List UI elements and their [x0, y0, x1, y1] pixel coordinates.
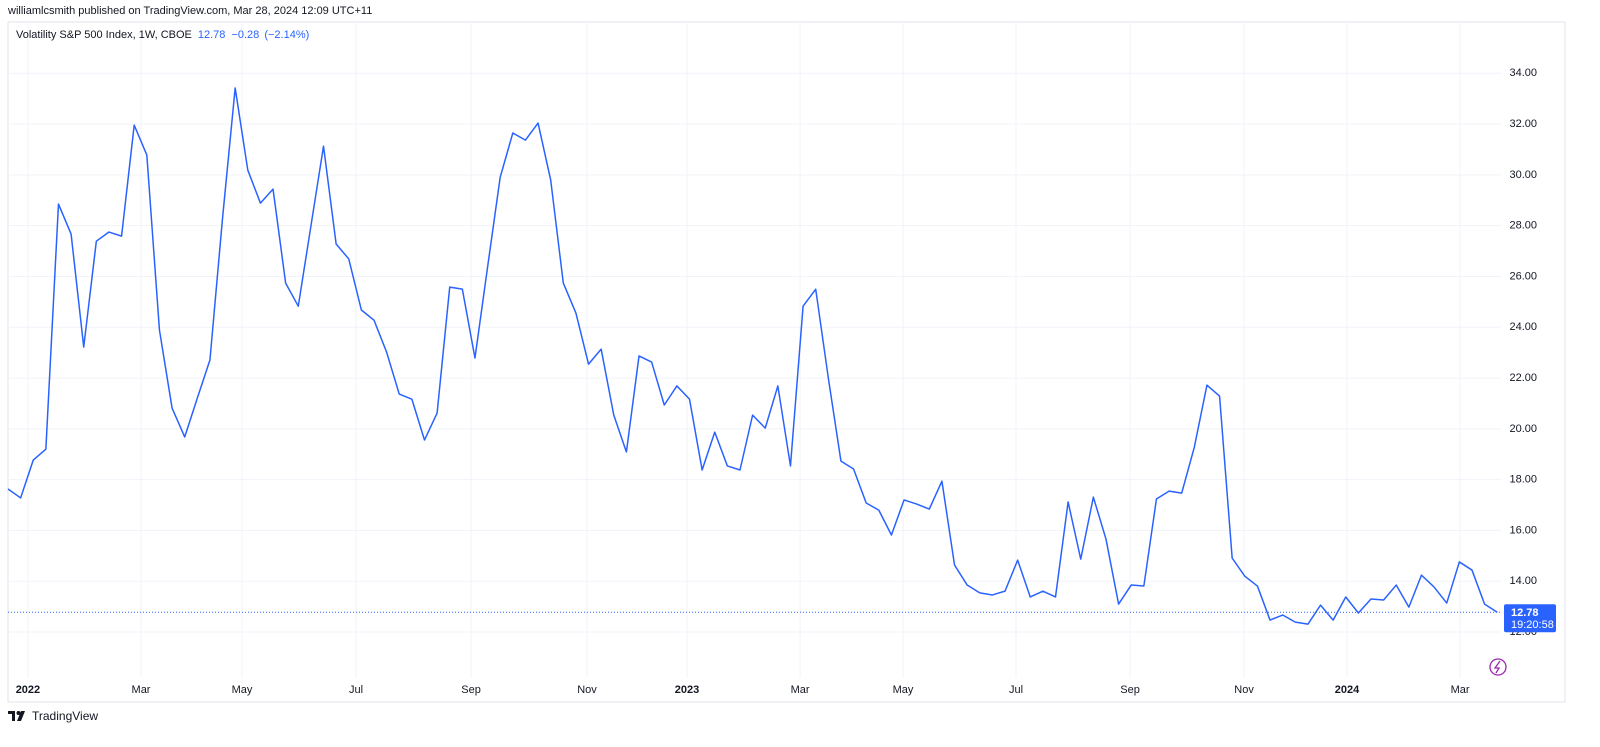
- symbol-name: Volatility S&P 500 Index, 1W, CBOE: [16, 29, 192, 41]
- bar-countdown: 19:20:58: [1511, 619, 1554, 631]
- x-tick-label: Jul: [349, 684, 363, 696]
- chart-frame: [7, 21, 1566, 703]
- price-line: [7, 87, 1498, 625]
- y-tick-label: 22.00: [1509, 372, 1537, 384]
- change-percent: (−2.14%): [264, 29, 310, 41]
- x-tick-label: 2023: [675, 684, 699, 696]
- x-tick-label: 2024: [1335, 684, 1360, 696]
- x-tick-label: May: [893, 684, 914, 696]
- last-price-label: 12.78: [1511, 607, 1539, 619]
- news-icon[interactable]: [1489, 658, 1507, 676]
- y-tick-label: 16.00: [1509, 524, 1537, 536]
- brand-logo: [8, 711, 25, 721]
- change: −0.28: [231, 29, 260, 41]
- x-tick-label: 2022: [16, 684, 40, 696]
- y-tick-label: 18.00: [1509, 474, 1537, 486]
- y-tick-label: 28.00: [1509, 220, 1537, 232]
- x-tick-label: May: [232, 684, 253, 696]
- x-tick-label: Nov: [577, 684, 597, 696]
- x-tick-label: Sep: [461, 684, 481, 696]
- y-tick-label: 30.00: [1509, 169, 1537, 181]
- x-tick-label: Mar: [132, 684, 151, 696]
- y-tick-label: 32.00: [1509, 118, 1537, 130]
- y-tick-label: 20.00: [1509, 423, 1537, 435]
- x-tick-label: Sep: [1120, 684, 1140, 696]
- y-tick-label: 14.00: [1509, 575, 1537, 587]
- plot: [7, 87, 1501, 625]
- publish-info: williamlcsmith published on TradingView.…: [8, 5, 373, 17]
- y-tick-label: 34.00: [1509, 67, 1537, 79]
- x-tick-label: Mar: [1451, 684, 1470, 696]
- x-tick-label: Mar: [791, 684, 810, 696]
- brand-name: TradingView: [32, 709, 99, 723]
- y-tick-label: 24.00: [1509, 321, 1537, 333]
- x-tick-label: Nov: [1234, 684, 1254, 696]
- y-tick-label: 26.00: [1509, 270, 1537, 282]
- last-value: 12.78: [197, 29, 226, 41]
- grid: [8, 22, 1501, 678]
- last-price-tag: [1504, 604, 1556, 633]
- legend: Volatility S&P 500 Index, 1W, CBOE 12.78−…: [16, 29, 309, 41]
- brand[interactable]: TradingView: [8, 709, 98, 723]
- x-tick-label: Jul: [1009, 684, 1023, 696]
- news-icon-bolt: [1493, 660, 1501, 674]
